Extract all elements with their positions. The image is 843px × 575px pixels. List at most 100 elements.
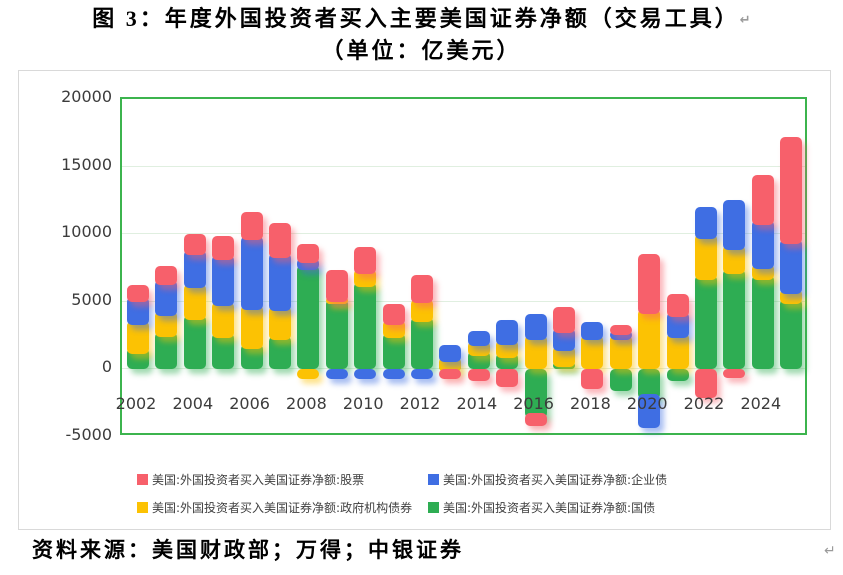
bar-segment-equities [581,369,604,390]
bar-segment-equities [780,136,803,244]
bar-segment-agency-bonds [666,333,689,370]
bar-segment-corporate-bonds [524,313,547,340]
bar-segment-equities [751,174,774,225]
gridline [122,165,805,167]
bar-segment-corporate-bonds [666,311,689,339]
x-axis-label: 2018 [570,394,611,413]
bar-segment-corporate-bonds [212,254,235,307]
bar-segment-agency-bonds [297,369,320,380]
bar-segment-equities [183,233,206,255]
bar-segment-equities [723,369,746,379]
bar-segment-equities [524,413,547,427]
bar-segment-treasuries [524,369,547,419]
bar-segment-corporate-bonds [240,235,263,310]
bar-segment-equities [325,270,348,303]
bar-segment-treasuries [751,274,774,370]
y-axis-label: -5000 [65,425,113,444]
x-axis-label: 2014 [456,394,498,413]
bar-segment-corporate-bonds [325,369,348,380]
figure-title-line1: 图 3：年度外国投资者买入主要美国证券净额（交易工具）↵ [0,4,843,36]
bar-segment-corporate-bonds [382,369,405,380]
bar-segment-treasuries [638,369,661,400]
bar-segment-equities [240,211,263,241]
source-note: 资料来源：美国财政部；万得；中银证券 [32,538,464,562]
bar-segment-corporate-bonds [553,328,575,352]
bar-segment-equities [609,324,632,335]
bar-segment-agency-bonds [212,301,235,339]
legend-swatch-icon [428,473,439,485]
legend-swatch-icon [428,501,439,513]
y-axis-label: 20000 [61,87,112,106]
x-axis-label: 2012 [399,394,441,413]
bar-segment-treasuries [666,369,689,382]
bar-segment-agency-bonds [524,334,547,370]
legend-item-equities: 美国:外国投资者买入美国证券净额:股票 [137,472,365,487]
bar-segment-corporate-bonds [609,329,632,340]
figure-title: 图 3：年度外国投资者买入主要美国证券净额（交易工具）↵ （单位：亿美元） [0,4,843,66]
bar-segment-corporate-bonds [127,296,149,326]
bar-segment-treasuries [240,344,263,370]
bar-segment-corporate-bonds [439,344,462,362]
bar-segment-corporate-bonds [411,369,433,380]
bar-segment-agency-bonds [240,304,263,350]
bar-segment-corporate-bonds [695,206,717,239]
bar-segment-treasuries [183,314,206,370]
bar-segment-agency-bonds [127,320,149,354]
bar-segment-agency-bonds [638,308,661,370]
figure-title-line2: （单位：亿美元） [321,38,522,63]
bar-segment-agency-bonds [581,334,604,370]
y-axis-label: 0 [101,357,112,377]
bar-segment-treasuries [354,281,377,370]
x-axis-label: 2016 [513,394,554,413]
bar-segment-agency-bonds [723,244,746,274]
y-axis-label: 5000 [71,289,112,309]
bar-segment-agency-bonds [183,283,206,320]
bar-segment-equities [382,303,405,325]
x-axis-label: 2024 [740,394,782,413]
bar-segment-equities [553,306,575,334]
legend-label: 美国:外国投资者买入美国证券净额:企业债 [443,472,668,487]
bar-segment-equities [638,253,661,314]
bar-segment-equities [297,243,320,263]
bar-segment-treasuries [723,268,746,370]
bar-segment-treasuries [325,298,348,370]
bar-segment-corporate-bonds [496,319,519,345]
x-axis-label: 2022 [683,394,725,413]
bar-segment-equities [155,265,178,285]
bar-segment-agency-bonds [695,233,717,280]
return-mark-icon: ↵ [824,543,836,559]
bar-segment-treasuries [297,264,320,370]
bar-segment-agency-bonds [269,305,291,341]
bar-segment-treasuries [411,316,433,370]
gridline [122,368,805,370]
x-axis-label: 2004 [172,394,214,413]
bar-segment-equities [439,369,462,380]
legend-label: 美国:外国投资者买入美国证券净额:政府机构债券 [152,500,413,515]
bar-segment-corporate-bonds [780,238,803,294]
gridline [122,300,805,302]
bar-segment-corporate-bonds [581,321,604,340]
legend-swatch-icon [137,501,148,513]
legend-item-corporate-bonds: 美国:外国投资者买入美国证券净额:企业债 [428,472,668,487]
bar-segment-corporate-bonds [155,279,178,316]
bar-segment-corporate-bonds [467,331,490,347]
x-axis-label: 2010 [342,394,384,413]
bar-segment-agency-bonds [553,346,575,368]
bar-segment-agency-bonds [155,310,178,337]
bar-segment-treasuries [695,274,717,370]
bar-segment-equities [496,369,519,388]
bar-segment-equities [411,274,433,304]
legend-label: 美国:外国投资者买入美国证券净额:股票 [152,472,365,487]
bar-segment-equities [212,235,235,260]
bar-segment-treasuries [212,333,235,370]
bar-segment-treasuries [155,331,178,370]
x-axis-label: 2020 [626,394,668,413]
bar-segment-corporate-bonds [269,252,291,311]
bar-segment-corporate-bonds [183,249,206,289]
return-mark-icon: ↵ [739,13,751,28]
y-axis-label: 10000 [61,222,112,242]
gridline [122,233,805,235]
bar-segment-corporate-bonds [751,219,774,269]
bar-segment-equities [467,369,490,382]
